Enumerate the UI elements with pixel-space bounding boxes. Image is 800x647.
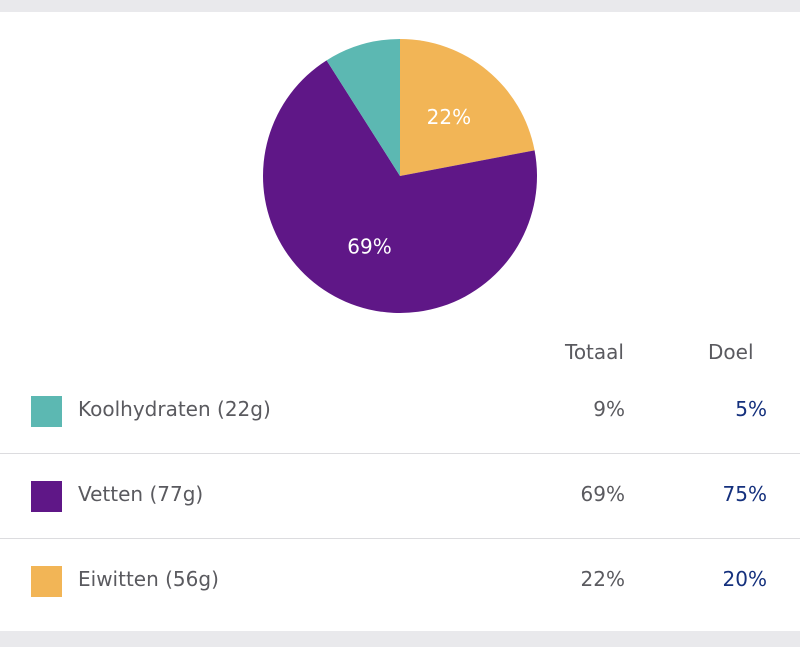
legend-swatch [31, 396, 62, 427]
macro-goal: 75% [722, 482, 767, 506]
macro-row-koolhydraten: Koolhydraten (22g) 9% 5% [0, 368, 800, 454]
column-header-total: Totaal [565, 340, 624, 364]
pie-slice [326, 39, 400, 176]
macro-card: 22% 69% Totaal Doel Koolhydraten (22g) 9%… [0, 12, 800, 631]
macro-goal: 5% [735, 397, 767, 421]
legend-swatch [31, 566, 62, 597]
macro-row-eiwitten: Eiwitten (56g) 22% 20% [0, 538, 800, 623]
macro-label: Eiwitten (56g) [78, 567, 219, 591]
pie-slice-label: 69% [347, 234, 391, 258]
macro-total: 69% [580, 482, 625, 506]
macro-label: Koolhydraten (22g) [78, 397, 271, 421]
pie-slice-label: 22% [427, 105, 471, 129]
macro-total: 9% [593, 397, 625, 421]
pie-slice [263, 60, 537, 313]
macro-pie-chart: 22% 69% [263, 39, 537, 313]
macro-goal: 20% [722, 567, 767, 591]
legend-swatch [31, 481, 62, 512]
macro-label: Vetten (77g) [78, 482, 204, 506]
macro-total: 22% [580, 567, 625, 591]
macro-row-vetten: Vetten (77g) 69% 75% [0, 453, 800, 539]
pie-slice [400, 39, 535, 176]
column-header-goal: Doel [708, 340, 754, 364]
